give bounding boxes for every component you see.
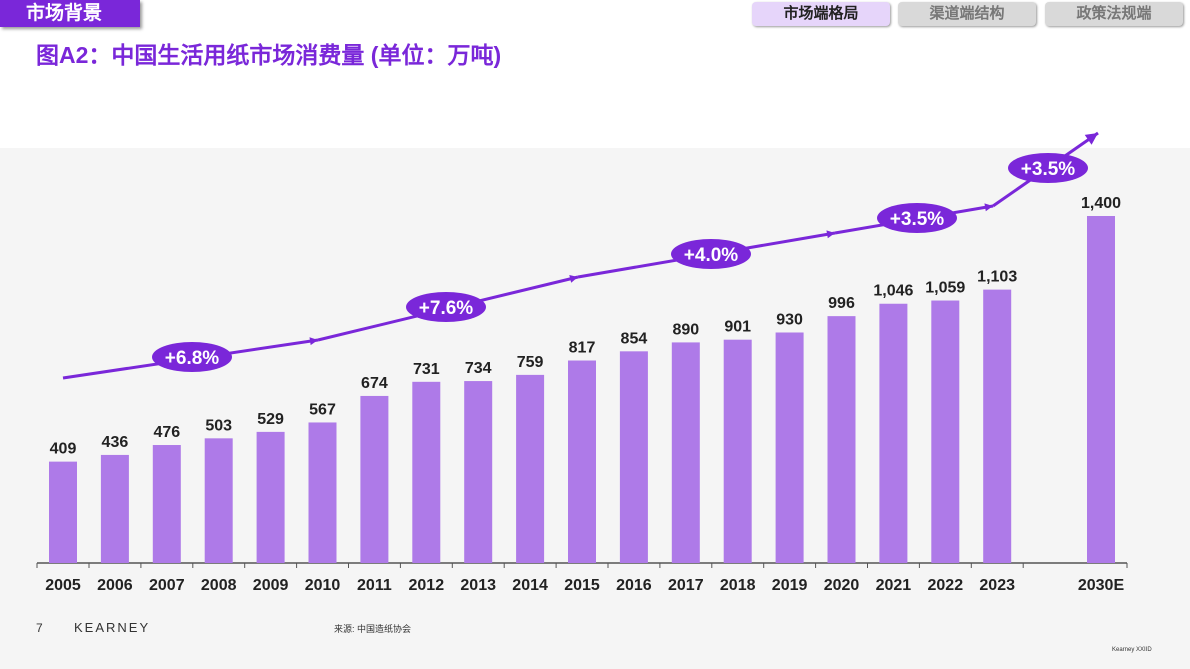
bar-2008 xyxy=(204,438,233,563)
bar-2007 xyxy=(152,445,181,563)
data-label: 436 xyxy=(102,434,129,451)
data-label: 930 xyxy=(776,311,803,328)
data-label: 1,103 xyxy=(977,269,1017,286)
x-tick-label: 2010 xyxy=(305,577,341,594)
x-tick-label: 2017 xyxy=(668,577,704,594)
bar-2013 xyxy=(464,381,493,563)
page-number: 7 xyxy=(36,621,43,635)
bar-2017 xyxy=(671,342,700,563)
tab-channel[interactable]: 渠道端结构 xyxy=(898,2,1036,26)
x-tick-label: 2012 xyxy=(409,577,445,594)
x-tick-label: 2007 xyxy=(149,577,185,594)
x-tick-label: 2006 xyxy=(97,577,133,594)
bar-2019 xyxy=(775,332,804,563)
x-tick-label: 2019 xyxy=(772,577,808,594)
growth-label: +3.5% xyxy=(890,209,945,230)
data-label: 1,059 xyxy=(925,280,965,297)
x-tick-label: 2008 xyxy=(201,577,237,594)
bar-2022 xyxy=(931,300,960,563)
bar-2030E xyxy=(1087,216,1115,563)
bar-2021 xyxy=(879,303,908,563)
bar-2009 xyxy=(256,431,285,563)
x-tick-label: 2005 xyxy=(45,577,81,594)
growth-bubble xyxy=(671,239,751,269)
data-label: 731 xyxy=(413,361,440,378)
tab-market[interactable]: 市场端格局 xyxy=(752,2,890,26)
data-label: 759 xyxy=(517,354,544,371)
x-tick-label: 2023 xyxy=(979,577,1015,594)
bar-2023 xyxy=(983,289,1012,563)
data-label: 674 xyxy=(361,375,388,392)
data-label: 567 xyxy=(309,401,336,418)
x-tick-label: 2009 xyxy=(253,577,289,594)
bar-2016 xyxy=(619,351,648,563)
data-label: 503 xyxy=(205,417,232,434)
arrow-head-icon xyxy=(569,274,578,283)
data-label: 890 xyxy=(672,321,699,338)
data-label: 901 xyxy=(724,319,751,336)
data-label: 409 xyxy=(50,441,77,458)
page-title: 图A2：中国生活用纸市场消费量 (单位：万吨) xyxy=(36,42,502,68)
data-label: 734 xyxy=(465,360,492,377)
x-tick-label: 2021 xyxy=(876,577,912,594)
data-label: 996 xyxy=(828,295,855,312)
bar-2011 xyxy=(360,395,389,563)
x-tick-label: 2011 xyxy=(357,577,392,594)
growth-bubble xyxy=(877,203,957,233)
arrow-head-icon xyxy=(1084,133,1098,145)
x-tick-label: 2030E xyxy=(1078,577,1125,594)
tab-policy[interactable]: 政策法规端 xyxy=(1045,2,1183,26)
bar-2012 xyxy=(412,381,441,563)
x-tick-label: 2016 xyxy=(616,577,652,594)
source-note: 来源: 中国造纸协会 xyxy=(334,624,412,634)
arrow-head-icon xyxy=(826,230,835,239)
growth-label: +7.6% xyxy=(419,298,474,319)
data-label: 476 xyxy=(153,424,180,441)
bar-2015 xyxy=(568,360,596,563)
growth-label: +4.0% xyxy=(684,245,739,266)
bar-2020 xyxy=(827,316,856,563)
growth-bubble xyxy=(152,342,232,372)
arrow-head-icon xyxy=(984,203,993,212)
section-tag: 市场背景 xyxy=(0,0,140,27)
bar-2018 xyxy=(723,339,752,563)
growth-label: +3.5% xyxy=(1021,159,1076,180)
data-label: 529 xyxy=(257,411,284,428)
bar-2014 xyxy=(516,374,545,563)
arrow-head-icon xyxy=(309,337,318,346)
x-tick-label: 2022 xyxy=(928,577,964,594)
bar-2006 xyxy=(100,454,129,563)
x-tick-label: 2014 xyxy=(512,577,548,594)
data-label: 1,046 xyxy=(873,283,913,300)
bar-2005 xyxy=(49,461,77,563)
brand-logo: KEARNEY xyxy=(74,620,151,635)
x-tick-label: 2020 xyxy=(824,577,860,594)
bar-2010 xyxy=(308,422,337,563)
data-label: 1,400 xyxy=(1081,195,1121,212)
data-label: 817 xyxy=(569,340,596,357)
x-tick-label: 2018 xyxy=(720,577,756,594)
x-tick-label: 2015 xyxy=(564,577,600,594)
growth-bubble xyxy=(1008,153,1088,183)
growth-label: +6.8% xyxy=(165,348,220,369)
x-tick-label: 2013 xyxy=(460,577,496,594)
data-label: 854 xyxy=(621,330,648,347)
growth-bubble xyxy=(406,292,486,322)
doc-code: Kearney XXIID xyxy=(1112,647,1152,653)
